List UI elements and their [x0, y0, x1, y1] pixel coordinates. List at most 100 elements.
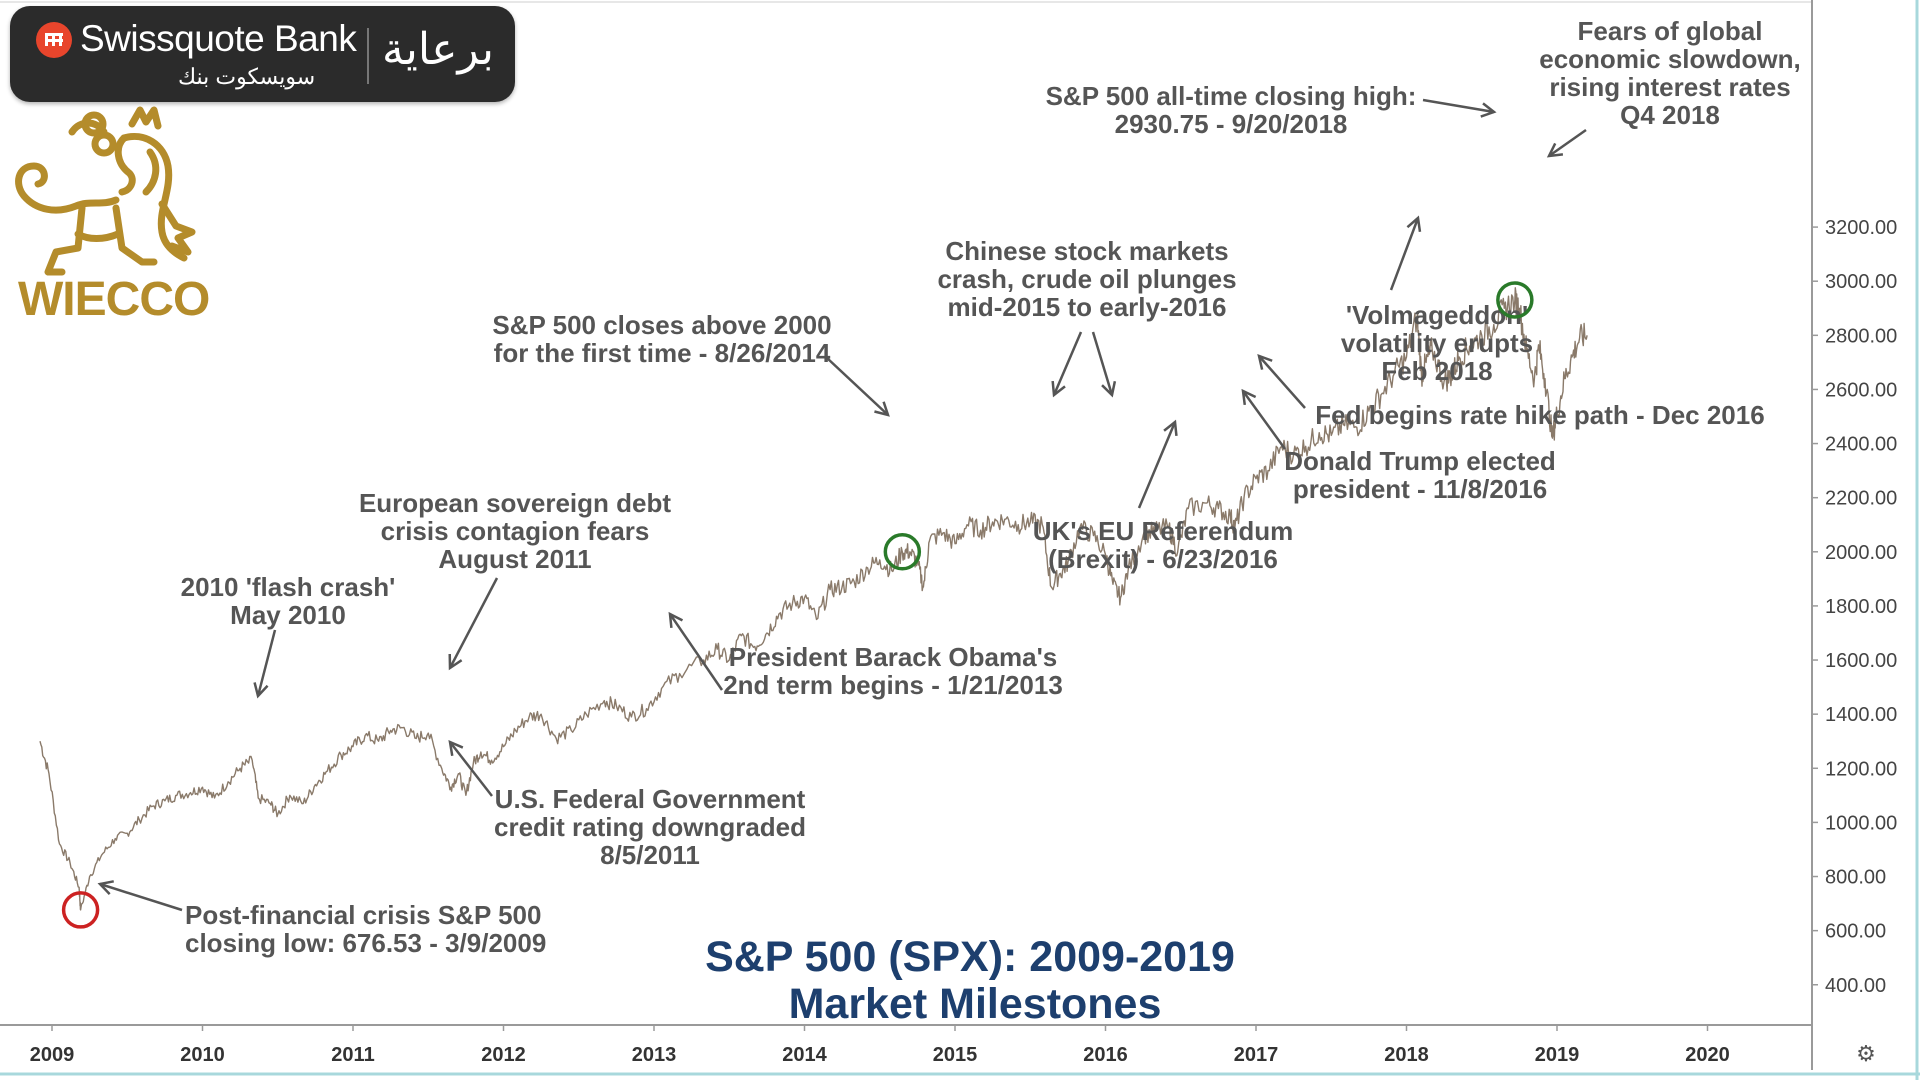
- arrowhead: [448, 739, 464, 757]
- annotation-arrow: [1548, 128, 1587, 158]
- x-tick-label: 2013: [632, 1044, 677, 1066]
- annotation-all-time-high-line: 2930.75 - 9/20/2018: [1115, 109, 1348, 139]
- arrowhead: [97, 880, 114, 895]
- x-tick-label: 2015: [933, 1044, 978, 1066]
- annotation-obama-second-term-line: President Barack Obama's: [729, 642, 1057, 672]
- arrowhead: [1406, 215, 1422, 233]
- arrowhead: [1051, 380, 1066, 398]
- x-tick-label: 2010: [180, 1044, 225, 1066]
- annotation-all-time-high-line: S&P 500 all-time closing high:: [1046, 81, 1417, 111]
- annotation-brexit-line: UK's EU Referendum: [1033, 516, 1293, 546]
- low-marker: [61, 891, 100, 929]
- annotation-volmageddon-line: volatility erupts: [1341, 328, 1533, 358]
- sponsor-badge: Swissquote Bank سويسكوت بنك برعاية: [10, 6, 515, 102]
- annotation-arrow: [256, 629, 277, 697]
- annotation-arrow: [99, 882, 183, 912]
- sponsor-brand-arabic: سويسكوت بنك: [178, 64, 316, 89]
- lion-icon: [15, 106, 196, 276]
- chart-title: S&P 500 (SPX): 2009-2019: [705, 933, 1235, 981]
- y-tick-label: 600.00: [1825, 921, 1886, 943]
- annotation-sp500-above-2000-line: S&P 500 closes above 2000: [492, 310, 831, 340]
- annotation-brexit-line: (Brexit) - 6/23/2016: [1048, 544, 1278, 574]
- annotation-euro-debt-crisis-line: crisis contagion fears: [381, 516, 650, 546]
- y-tick-label: 400.00: [1825, 975, 1886, 997]
- annotation-arrow: [668, 613, 724, 691]
- annotation-arrow: [1052, 331, 1083, 396]
- annotation-obama-second-term-line: 2nd term begins - 1/21/2013: [723, 670, 1063, 700]
- x-tick-label: 2011: [331, 1044, 374, 1066]
- sponsor-brand-name: Swissquote Bank: [80, 18, 357, 59]
- x-tick-label: 2020: [1685, 1044, 1730, 1066]
- sponsor-divider: [367, 28, 369, 84]
- arrowhead: [1480, 102, 1497, 118]
- annotation-arrow: [1241, 390, 1287, 450]
- annotation-fed-rate-hike-line: Fed begins rate hike path - Dec 2016: [1315, 400, 1764, 430]
- annotation-us-downgrade-line: U.S. Federal Government: [495, 784, 806, 814]
- arrowhead: [1257, 354, 1273, 370]
- arrowhead: [1241, 388, 1257, 406]
- annotation-china-crash-line: mid-2015 to early-2016: [948, 292, 1227, 322]
- arrowhead: [874, 401, 890, 417]
- chart-subtitle: Market Milestones: [789, 980, 1162, 1028]
- annotation-trump-elected-line: Donald Trump elected: [1284, 446, 1556, 476]
- x-tick-label: 2018: [1384, 1044, 1429, 1066]
- y-tick-label: 2000.00: [1825, 542, 1897, 564]
- annotation-arrow: [1422, 98, 1495, 114]
- annotation-flash-crash-line: 2010 'flash crash': [181, 572, 396, 602]
- arrowhead: [1163, 419, 1178, 437]
- swissquote-logo-icon: [36, 22, 72, 58]
- ath-marker: [1496, 281, 1534, 319]
- arrowhead: [253, 682, 269, 699]
- annotation-arrow: [1137, 421, 1177, 509]
- y-tick-label: 1200.00: [1825, 758, 1897, 780]
- annotation-arrow: [449, 741, 493, 797]
- annotation-china-crash-line: Chinese stock markets: [945, 236, 1228, 266]
- sponsorship-label: برعاية: [382, 25, 495, 74]
- y-tick-label: 2600.00: [1825, 379, 1897, 401]
- annotation-trump-elected-line: president - 11/8/2016: [1293, 474, 1547, 504]
- y-tick-label: 3200.00: [1825, 217, 1897, 239]
- gear-icon[interactable]: ⚙: [1856, 1042, 1876, 1067]
- annotation-arrow: [1258, 355, 1306, 409]
- annotation-us-downgrade-line: credit rating downgraded: [494, 812, 806, 842]
- annotation-euro-debt-crisis-line: August 2011: [438, 544, 591, 574]
- arrowhead: [448, 653, 463, 671]
- y-tick-label: 2800.00: [1825, 325, 1897, 347]
- y-tick-label: 1800.00: [1825, 596, 1897, 618]
- arrowhead: [668, 611, 684, 629]
- annotation-arrow: [826, 357, 889, 416]
- annotation-sp500-above-2000-line: for the first time - 8/26/2014: [494, 338, 831, 368]
- annotation-global-slowdown-line: Fears of global: [1578, 16, 1763, 46]
- annotation-us-downgrade-line: 8/5/2011: [600, 840, 700, 870]
- y-tick-label: 1000.00: [1825, 812, 1897, 834]
- annotation-financial-crisis-low-line: closing low: 676.53 - 3/9/2009: [185, 928, 546, 958]
- annotation-arrow: [1389, 217, 1420, 291]
- annotation-arrow: [448, 577, 499, 669]
- above-2000-marker: [883, 533, 922, 571]
- y-tick-label: 2400.00: [1825, 434, 1897, 456]
- y-tick-label: 1400.00: [1825, 704, 1897, 726]
- y-tick-label: 800.00: [1825, 867, 1886, 889]
- x-tick-label: 2012: [481, 1044, 526, 1066]
- annotation-euro-debt-crisis-line: European sovereign debt: [359, 488, 671, 518]
- annotation-volmageddon-line: 'Volmageddon': [1346, 300, 1528, 330]
- annotation-global-slowdown-line: economic slowdown,: [1539, 44, 1800, 74]
- wiecco-brand-name: WIECCO: [18, 273, 210, 326]
- annotation-china-crash-line: crash, crude oil plunges: [937, 264, 1236, 294]
- annotation-flash-crash-line: May 2010: [230, 600, 346, 630]
- y-tick-label: 2200.00: [1825, 488, 1897, 510]
- annotation-volmageddon-line: Feb 2018: [1381, 356, 1492, 386]
- annotation-financial-crisis-low-line: Post-financial crisis S&P 500: [185, 900, 541, 930]
- x-tick-label: 2017: [1234, 1044, 1279, 1066]
- y-tick-label: 1600.00: [1825, 650, 1897, 672]
- annotation-global-slowdown-line: rising interest rates: [1549, 72, 1790, 102]
- x-tick-label: 2014: [782, 1044, 827, 1066]
- x-tick-label: 2019: [1535, 1044, 1580, 1066]
- series-line: [39, 287, 1588, 911]
- annotation-arrow: [1091, 331, 1114, 396]
- arrowhead: [1101, 381, 1117, 398]
- x-tick-label: 2009: [30, 1044, 75, 1066]
- y-tick-label: 3000.00: [1825, 271, 1897, 293]
- annotation-global-slowdown-line: Q4 2018: [1620, 100, 1720, 130]
